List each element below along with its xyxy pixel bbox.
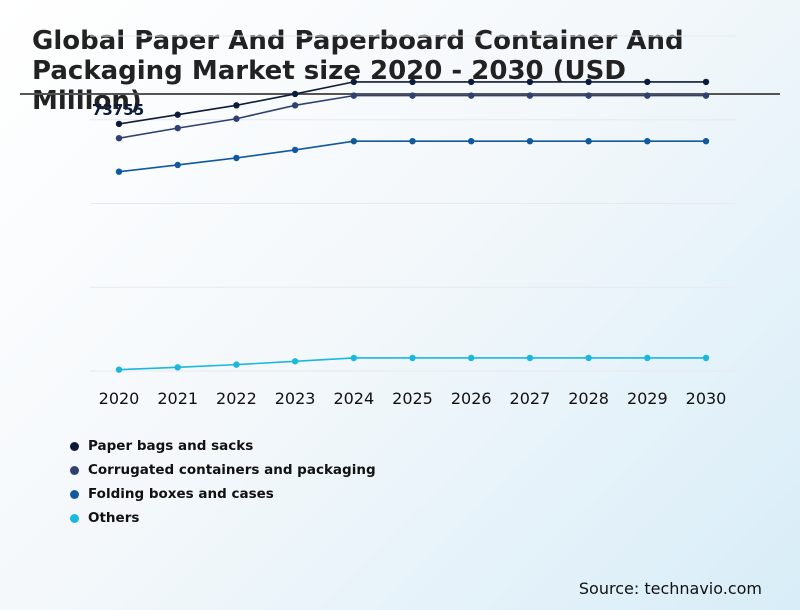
legend-item-1: Corrugated containers and packaging [70, 458, 376, 482]
data-point-s2-2028 [585, 137, 592, 145]
data-point-s1-2030 [702, 92, 710, 99]
data-point-s3-2030 [702, 354, 710, 362]
x-axis-tick-labels: 2020 2021 2022 2023 2024 2025 2026 2027 2028 2029… [99, 389, 727, 408]
data-point-s2-2029 [644, 137, 651, 145]
data-point-s0-2030 [702, 78, 710, 86]
data-point-s2-2020 [115, 168, 123, 175]
series-line-1 [118, 94, 706, 139]
data-point-s0-2023 [291, 90, 299, 98]
data-point-s0-2020 [115, 120, 123, 128]
legend: Paper bags and sacks Corrugated container… [70, 434, 376, 530]
series-line-0 [118, 81, 706, 125]
x-tick-label-2024: 2024 [333, 389, 374, 408]
annotations: 73755 [92, 101, 144, 119]
data-point-s3-2029 [644, 354, 651, 362]
data-point-s0-2027 [526, 78, 534, 86]
legend-label: Folding boxes and cases [88, 486, 274, 502]
x-tick-label-2020: 2020 [99, 389, 140, 408]
data-point-s2-2022 [233, 154, 240, 162]
data-point-s1-2029 [644, 92, 651, 99]
x-tick-label-2027: 2027 [510, 389, 551, 408]
data-point-s3-2021 [174, 364, 181, 371]
data-point-s0-2029 [644, 78, 651, 86]
data-point-s0-2024 [350, 78, 357, 86]
x-tick-label-2029: 2029 [627, 389, 668, 408]
x-tick-label-2023: 2023 [275, 389, 316, 408]
gridlines [90, 35, 736, 372]
x-tick-label-2025: 2025 [392, 389, 433, 408]
legend-label: Others [88, 510, 140, 526]
data-point-s3-2028 [585, 354, 592, 362]
data-point-s3-2020 [115, 366, 123, 373]
legend-item-3: Others [70, 506, 376, 530]
data-point-s2-2025 [409, 137, 416, 145]
legend-marker [70, 441, 79, 451]
x-tick-label-2022: 2022 [216, 389, 257, 408]
x-tick-label-2028: 2028 [568, 389, 609, 408]
series-lines [118, 81, 706, 371]
x-tick-label-2030: 2030 [686, 389, 727, 408]
data-point-s1-2026 [468, 92, 475, 99]
data-point-s0-2022 [233, 102, 240, 109]
legend-item-2: Folding boxes and cases [70, 482, 376, 506]
legend-label: Corrugated containers and packaging [88, 462, 376, 478]
data-label-0: 73755 [92, 101, 144, 119]
data-point-s1-2025 [409, 92, 416, 99]
chart-title: Global Paper And Paperboard Container An… [32, 26, 684, 116]
data-point-s3-2023 [291, 358, 299, 365]
data-point-s1-2022 [233, 115, 240, 122]
data-point-s3-2025 [409, 354, 416, 362]
data-point-s2-2027 [526, 137, 534, 145]
data-point-s0-2028 [585, 78, 592, 86]
data-point-s1-2024 [350, 92, 357, 99]
title-divider [20, 93, 780, 95]
data-point-s3-2026 [468, 354, 475, 362]
data-point-s2-2030 [702, 137, 710, 145]
data-point-s1-2021 [174, 124, 181, 132]
legend-marker [70, 489, 79, 499]
data-point-s1-2027 [526, 92, 534, 99]
data-point-s3-2022 [233, 361, 240, 368]
legend-marker [70, 465, 79, 475]
x-tick-label-2026: 2026 [451, 389, 492, 408]
data-point-s1-2020 [115, 134, 123, 142]
legend-item-0: Paper bags and sacks [70, 434, 376, 458]
data-point-s0-2026 [468, 78, 475, 86]
data-point-s1-2028 [585, 92, 592, 99]
series-line-2 [118, 140, 706, 173]
data-point-s0-2021 [174, 111, 181, 118]
data-point-s0-2025 [409, 78, 416, 86]
data-point-s3-2024 [350, 354, 357, 362]
data-point-s2-2021 [174, 161, 181, 169]
data-point-s3-2027 [526, 354, 534, 362]
data-point-s1-2023 [291, 102, 299, 109]
line-chart: 2020 2021 2022 2023 2024 2025 2026 2027 2028 2029… [90, 35, 736, 408]
data-point-s2-2024 [350, 137, 357, 145]
legend-label: Paper bags and sacks [88, 438, 254, 454]
source-credit: Source: technavio.com [578, 579, 762, 598]
data-point-s2-2023 [291, 146, 299, 154]
x-tick-label-2021: 2021 [157, 389, 198, 408]
data-points [115, 78, 710, 373]
legend-marker [70, 513, 79, 523]
data-point-s2-2026 [468, 137, 475, 145]
